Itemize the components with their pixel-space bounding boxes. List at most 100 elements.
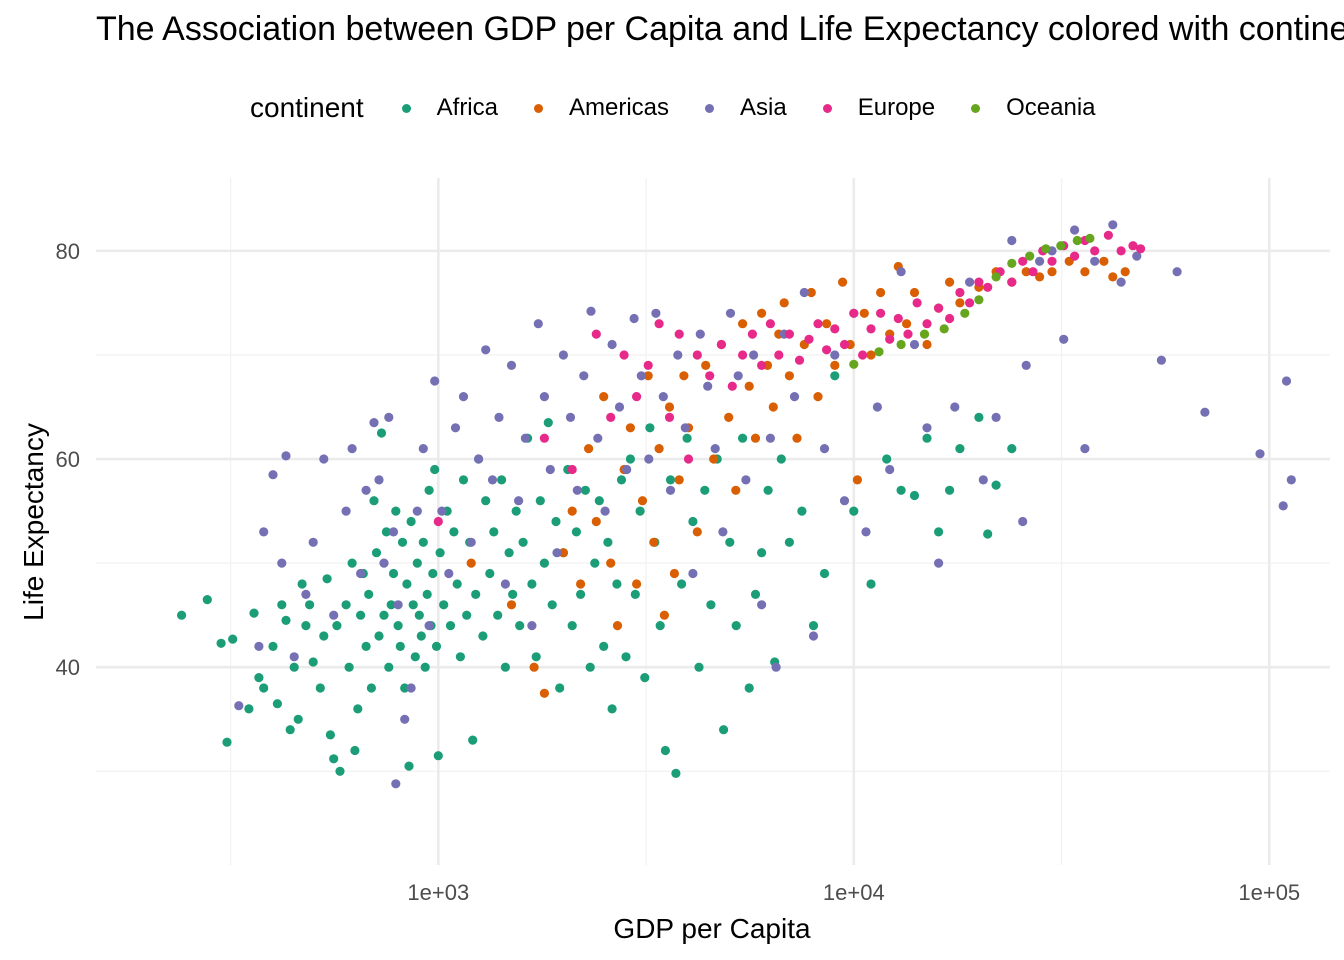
point-europe [784, 329, 795, 339]
point-asia [1116, 277, 1126, 287]
legend-item-europe: Europe [809, 94, 935, 122]
point-africa [341, 600, 351, 610]
point-europe [866, 324, 876, 334]
y-axis-ticks: 40 60 80 [56, 239, 80, 680]
point-africa [567, 621, 577, 631]
point-africa [406, 516, 416, 527]
point-europe [1103, 230, 1113, 240]
point-africa [449, 527, 459, 537]
point-americas [539, 688, 550, 698]
point-asia [393, 600, 403, 610]
point-asia [741, 475, 751, 485]
point-africa [308, 657, 318, 667]
point-americas [669, 568, 680, 579]
legend-label-asia: Asia [740, 94, 787, 121]
point-americas [701, 360, 711, 370]
point-africa [500, 662, 510, 672]
point-africa [439, 600, 449, 610]
point-oceania [849, 359, 859, 369]
point-oceania [974, 295, 984, 305]
point-americas [813, 392, 823, 402]
point-africa [489, 527, 499, 537]
point-africa [350, 745, 360, 756]
point-africa [547, 600, 557, 610]
point-europe [858, 350, 868, 360]
point-americas [779, 298, 789, 308]
point-africa [391, 506, 401, 516]
point-americas [606, 558, 616, 568]
point-africa [458, 475, 469, 485]
point-asia [909, 339, 920, 350]
point-asia [789, 392, 800, 402]
point-americas [576, 579, 586, 589]
point-asia [1035, 256, 1045, 266]
point-oceania [960, 308, 970, 318]
point-africa [272, 699, 282, 709]
point-asia [430, 376, 440, 386]
point-europe [705, 371, 715, 381]
point-europe [654, 319, 664, 329]
point-europe [822, 345, 832, 355]
point-africa [424, 485, 434, 495]
point-africa [819, 568, 830, 579]
point-africa [371, 548, 382, 558]
point-asia [388, 527, 399, 537]
point-europe [955, 287, 965, 298]
point-asia [1108, 220, 1118, 230]
point-africa [1007, 444, 1017, 454]
point-africa [655, 621, 665, 631]
point-oceania [1025, 251, 1035, 261]
point-asia [494, 412, 504, 422]
point-europe [632, 392, 642, 402]
point-americas [744, 381, 754, 391]
point-asia [506, 360, 517, 370]
point-americas [1035, 272, 1045, 282]
point-asia [1059, 334, 1069, 344]
point-asia [1255, 449, 1265, 459]
point-africa [607, 704, 617, 714]
legend-label-africa: Africa [436, 94, 498, 121]
point-americas [1108, 272, 1118, 282]
point-asia [965, 277, 975, 287]
point-americas [757, 308, 767, 318]
point-africa [580, 485, 591, 495]
point-asia [1080, 444, 1090, 454]
point-africa [738, 433, 748, 443]
point-asia [356, 568, 366, 579]
point-europe [1116, 246, 1126, 256]
point-americas [612, 621, 623, 631]
point-asia [374, 475, 384, 485]
point-africa [808, 621, 819, 631]
point-asia [361, 485, 371, 495]
point-africa [671, 768, 681, 779]
point-europe [903, 329, 913, 339]
point-africa [301, 621, 311, 631]
point-asia [622, 464, 632, 475]
point-asia [400, 714, 410, 724]
point-asia [379, 558, 389, 568]
point-africa [478, 631, 488, 641]
point-oceania [991, 272, 1001, 282]
point-africa [433, 751, 443, 761]
point-asia [607, 339, 617, 350]
point-africa [508, 589, 518, 600]
point-africa [830, 371, 840, 381]
point-americas [902, 319, 912, 329]
point-asia [872, 402, 883, 412]
point-americas [922, 339, 932, 350]
point-asia [1021, 360, 1031, 370]
point-europe [830, 324, 840, 334]
point-africa [866, 579, 876, 589]
point-europe [974, 277, 984, 287]
point-africa [719, 725, 729, 735]
point-africa [395, 641, 405, 652]
point-africa [706, 600, 716, 610]
point-europe [839, 339, 850, 350]
point-africa [511, 506, 521, 516]
point-asia [268, 470, 278, 480]
point-americas [643, 371, 653, 381]
point-africa [594, 496, 604, 506]
legend: continent Africa Americas Asia Europe Oc… [250, 90, 1118, 126]
legend-key-africa [401, 103, 411, 113]
point-asia [539, 392, 550, 402]
